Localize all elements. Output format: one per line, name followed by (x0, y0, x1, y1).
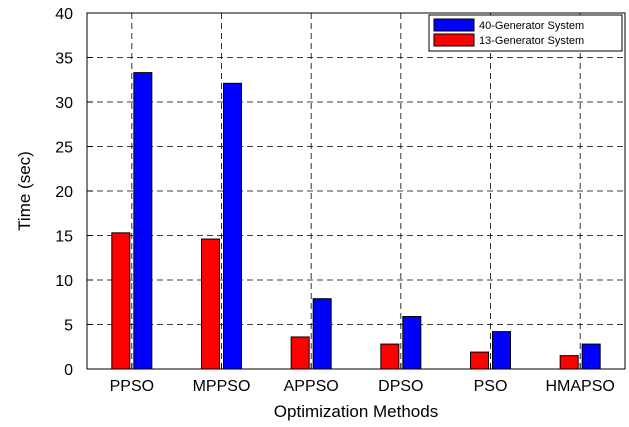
x-tick-label: DPSO (378, 378, 423, 395)
bars (111, 72, 601, 370)
y-tick-label: 40 (55, 6, 73, 23)
y-tick-label: 0 (64, 362, 73, 379)
y-tick-label: 35 (55, 51, 73, 68)
x-tick-label: PPSO (110, 378, 154, 395)
bar-series-13gen-hmapso (559, 355, 579, 370)
bar-series-40gen-pso (492, 331, 511, 370)
bar-series-13gen-appso (290, 336, 310, 370)
x-axis-ticks: PPSO MPPSO APPSO DPSO PSO HMAPSO (110, 363, 615, 395)
y-tick-label: 25 (55, 140, 73, 157)
bar-series-40gen-appso (312, 298, 332, 370)
y-tick-label: 10 (55, 273, 73, 290)
legend-label: 40-Generator System (479, 20, 584, 32)
y-axis-ticks: 0 5 10 15 20 25 30 35 40 (55, 6, 93, 379)
grid-lines (87, 13, 625, 369)
bar-series-40gen-mppso (223, 82, 242, 370)
bar-series-13gen-dpso (380, 343, 400, 370)
bar-series-13gen-mppso (201, 238, 220, 370)
x-tick-label: APPSO (284, 378, 339, 395)
legend-swatch (433, 33, 475, 47)
y-tick-label: 5 (64, 318, 73, 335)
x-axis-label: Optimization Methods (274, 402, 438, 421)
legend-label: 13-Generator System (479, 35, 584, 47)
y-tick-label: 15 (55, 229, 73, 246)
legend: 40-Generator System 13-Generator System (428, 14, 623, 52)
y-tick-label: 30 (55, 95, 73, 112)
y-tick-label: 20 (55, 184, 73, 201)
x-tick-label: MPPSO (193, 378, 251, 395)
bar-series-13gen-ppso (111, 232, 131, 370)
bar-series-40gen-hmapso (581, 343, 601, 370)
legend-swatch (433, 18, 475, 32)
y-axis-label: Time (sec) (15, 151, 34, 231)
bar-series-40gen-ppso (133, 72, 153, 370)
x-tick-label: PSO (474, 378, 508, 395)
x-tick-label: HMAPSO (545, 378, 614, 395)
bar-series-40gen-dpso (402, 315, 422, 370)
bar-series-13gen-pso (470, 351, 489, 370)
